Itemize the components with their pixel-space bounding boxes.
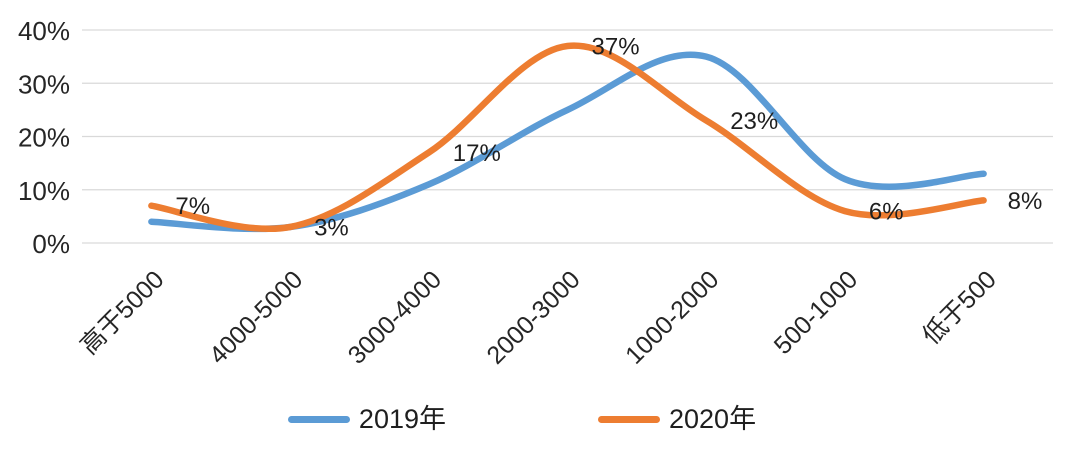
legend-label: 2019年 [358, 404, 446, 434]
y-axis-tick-label: 10% [18, 176, 70, 206]
x-axis-category-label: 500-1000 [769, 265, 864, 360]
series-line-2020年 [148, 42, 987, 233]
y-axis-tick-label: 20% [18, 123, 70, 153]
series-line-2019年 [148, 51, 987, 233]
legend-swatch-line-icon [287, 416, 350, 423]
legend-item-2020年: 2020年 [598, 406, 756, 433]
x-axis-category-label: 低于500 [917, 265, 1002, 350]
y-axis-tick-label: 40% [18, 16, 70, 46]
x-axis-category-label: 4000-5000 [204, 265, 308, 369]
data-label: 7% [175, 193, 210, 220]
data-label: 17% [453, 140, 501, 167]
data-label: 3% [314, 215, 349, 242]
y-axis-tick-label: 30% [18, 69, 70, 99]
data-label: 8% [1008, 188, 1043, 215]
data-label: 37% [592, 33, 640, 60]
x-axis-category-label: 2000-3000 [481, 265, 585, 369]
data-label: 6% [869, 199, 904, 226]
chart-legend: 2019年 2020年 [0, 406, 1062, 433]
legend-swatch-line-icon [598, 416, 660, 423]
x-axis-category-label: 高于5000 [75, 265, 169, 359]
data-label: 23% [730, 108, 778, 135]
x-axis-category-label: 3000-4000 [343, 265, 447, 369]
legend-item-2019年: 2019年 [287, 404, 446, 434]
legend-label: 2020年 [669, 404, 757, 434]
y-axis-tick-label: 0% [32, 229, 70, 259]
x-axis-category-label: 1000-2000 [620, 265, 724, 369]
